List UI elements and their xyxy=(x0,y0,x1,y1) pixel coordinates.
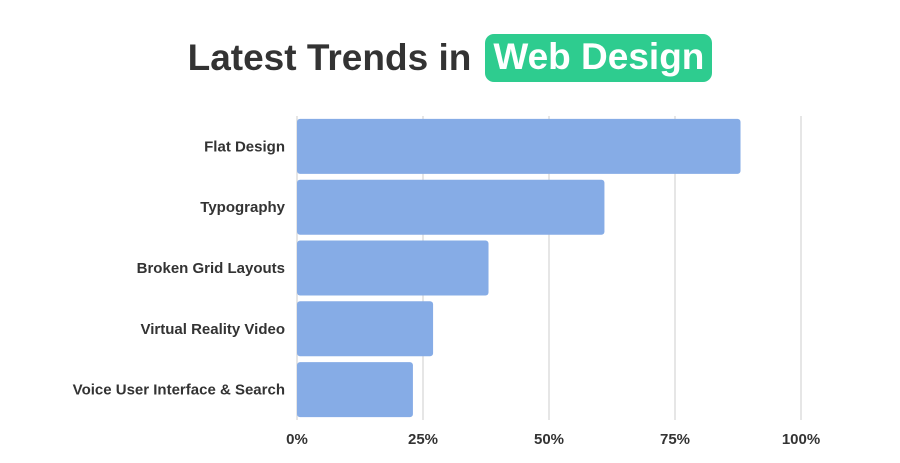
bar-2 xyxy=(297,240,489,296)
x-tick-label-0: 0% xyxy=(286,431,308,448)
x-tick-label-4: 100% xyxy=(782,431,820,448)
category-label-1: Typography xyxy=(200,199,285,216)
bar-1 xyxy=(297,179,605,235)
category-label-4: Voice User Interface & Search xyxy=(73,382,285,399)
category-label-0: Flat Design xyxy=(204,138,285,155)
bar-0 xyxy=(297,118,741,174)
bar-4 xyxy=(297,362,413,418)
x-tick-label-1: 25% xyxy=(408,431,438,448)
chart-title-highlight: Web Design xyxy=(485,34,713,82)
x-tick-label-3: 75% xyxy=(660,431,690,448)
bar-3 xyxy=(297,301,434,357)
x-tick-label-2: 50% xyxy=(534,431,564,448)
chart-title: Latest Trends in Web Design xyxy=(0,34,900,82)
category-label-2: Broken Grid Layouts xyxy=(137,260,285,277)
chart-title-text: Latest Trends in xyxy=(187,37,472,78)
category-label-3: Virtual Reality Video xyxy=(141,321,286,338)
